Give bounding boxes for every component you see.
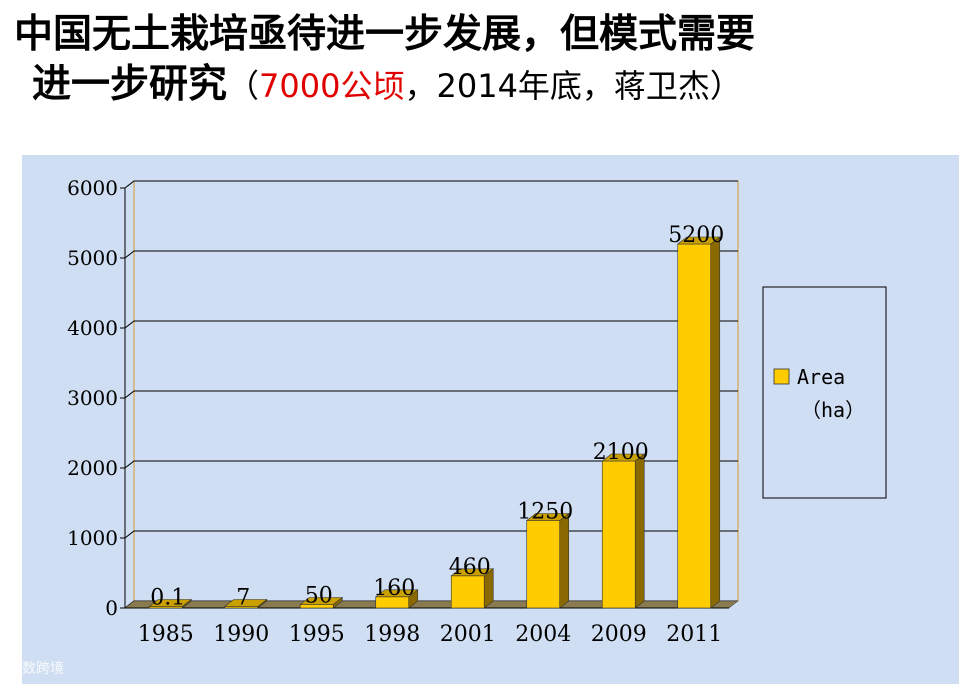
x-tick-label: 2009 [591, 622, 647, 647]
bar-front [450, 575, 485, 609]
bar-top [450, 568, 495, 577]
title-source-note: ，2014年底，蒋卫杰） [404, 67, 742, 105]
legend-label-name: Area [797, 365, 845, 389]
gridline [124, 390, 738, 399]
data-label: 460 [449, 555, 491, 580]
title-paren-open: （ [227, 67, 260, 105]
legend-label-unit: （ha） [801, 398, 865, 422]
bar-top [525, 513, 570, 521]
gridline [124, 530, 738, 539]
x-tick-label: 2001 [440, 622, 496, 647]
x-tick-label: 1985 [138, 622, 194, 647]
y-tick-label: 4000 [67, 316, 118, 340]
title-line-2: 进一步研究（7000公顷，2014年底，蒋卫杰） [14, 60, 954, 111]
plot-floor [124, 600, 739, 609]
data-label: 160 [373, 576, 415, 601]
bar-front [677, 243, 712, 609]
bar-side [710, 236, 721, 609]
bar-chart: 0 1000 2000 3000 4000 5000 6000 0.1 1985 7 1990 50 1… [67, 176, 887, 647]
bar-top [223, 599, 268, 607]
data-label: 50 [305, 584, 333, 609]
bar-side [634, 453, 645, 609]
data-label: 5200 [668, 223, 724, 248]
data-label: 0.1 [150, 586, 185, 611]
slide-title: 中国无土栽培亟待进一步发展，但模式需要 进一步研究（7000公顷，2014年底，… [14, 10, 954, 111]
x-tick-label: 2011 [666, 622, 722, 647]
title-line-1: 中国无土栽培亟待进一步发展，但模式需要 [14, 12, 756, 57]
y-tick-label: 0 [105, 596, 118, 620]
x-tick-label: 1995 [289, 622, 345, 647]
x-tick-label: 2004 [515, 622, 571, 647]
title-area-highlight: 7000公顷 [259, 67, 405, 105]
gridline [124, 180, 738, 189]
watermark: 大数跨境 [8, 661, 64, 677]
bar-top [299, 597, 344, 605]
y-tick-label: 3000 [67, 386, 118, 410]
x-tick-label: 1990 [213, 622, 269, 647]
bar-top [148, 599, 193, 607]
legend-box [762, 286, 887, 499]
y-tick-label: 2000 [67, 456, 118, 480]
x-tick-label: 1998 [364, 622, 420, 647]
data-label: 2100 [593, 440, 649, 465]
bar-top [676, 236, 721, 245]
data-label: 7 [236, 586, 250, 611]
chart-panel: 0 1000 2000 3000 4000 5000 6000 0.1 1985 7 1990 50 1… [22, 155, 959, 684]
legend-swatch [773, 368, 790, 385]
bar-front [526, 520, 561, 609]
gridline [124, 320, 738, 329]
y-tick-label: 5000 [67, 246, 118, 270]
gridline [124, 250, 738, 259]
y-tick-label: 1000 [67, 526, 118, 550]
gridline [124, 460, 738, 469]
bar-front [601, 460, 636, 609]
data-label: 1250 [517, 500, 573, 525]
bar-side [559, 512, 570, 609]
bar-top [374, 589, 419, 598]
bar-top [601, 453, 646, 462]
title-main-text: 进一步研究 [32, 62, 228, 107]
y-tick-label: 6000 [67, 176, 118, 200]
